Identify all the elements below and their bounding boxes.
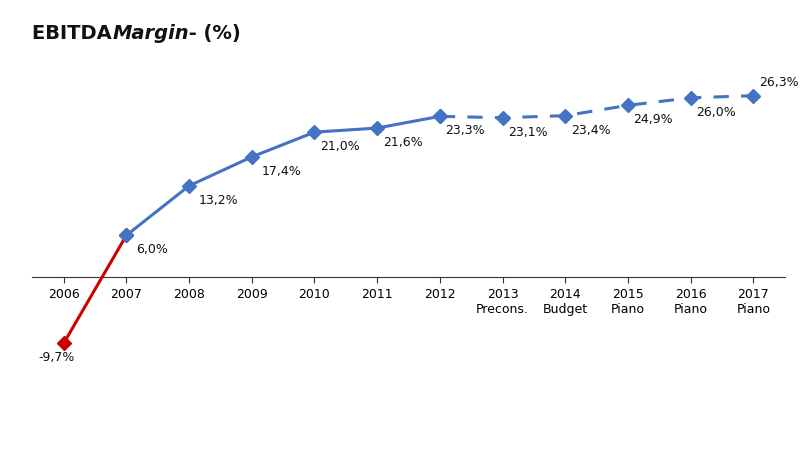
Text: -9,7%: -9,7% [39,351,75,365]
Text: - (%): - (%) [182,24,241,43]
Text: 23,1%: 23,1% [508,126,548,139]
Text: 26,3%: 26,3% [759,76,798,89]
Text: 6,0%: 6,0% [136,244,168,256]
Text: 13,2%: 13,2% [199,194,239,207]
Text: Margin: Margin [113,24,189,43]
Text: 23,3%: 23,3% [446,124,485,138]
Text: EBITDA: EBITDA [32,24,119,43]
Text: 21,6%: 21,6% [383,136,422,149]
Text: 21,0%: 21,0% [320,140,360,153]
Text: 26,0%: 26,0% [697,106,736,119]
Text: 23,4%: 23,4% [571,124,611,137]
Text: 24,9%: 24,9% [633,114,673,126]
Text: 17,4%: 17,4% [261,165,301,178]
